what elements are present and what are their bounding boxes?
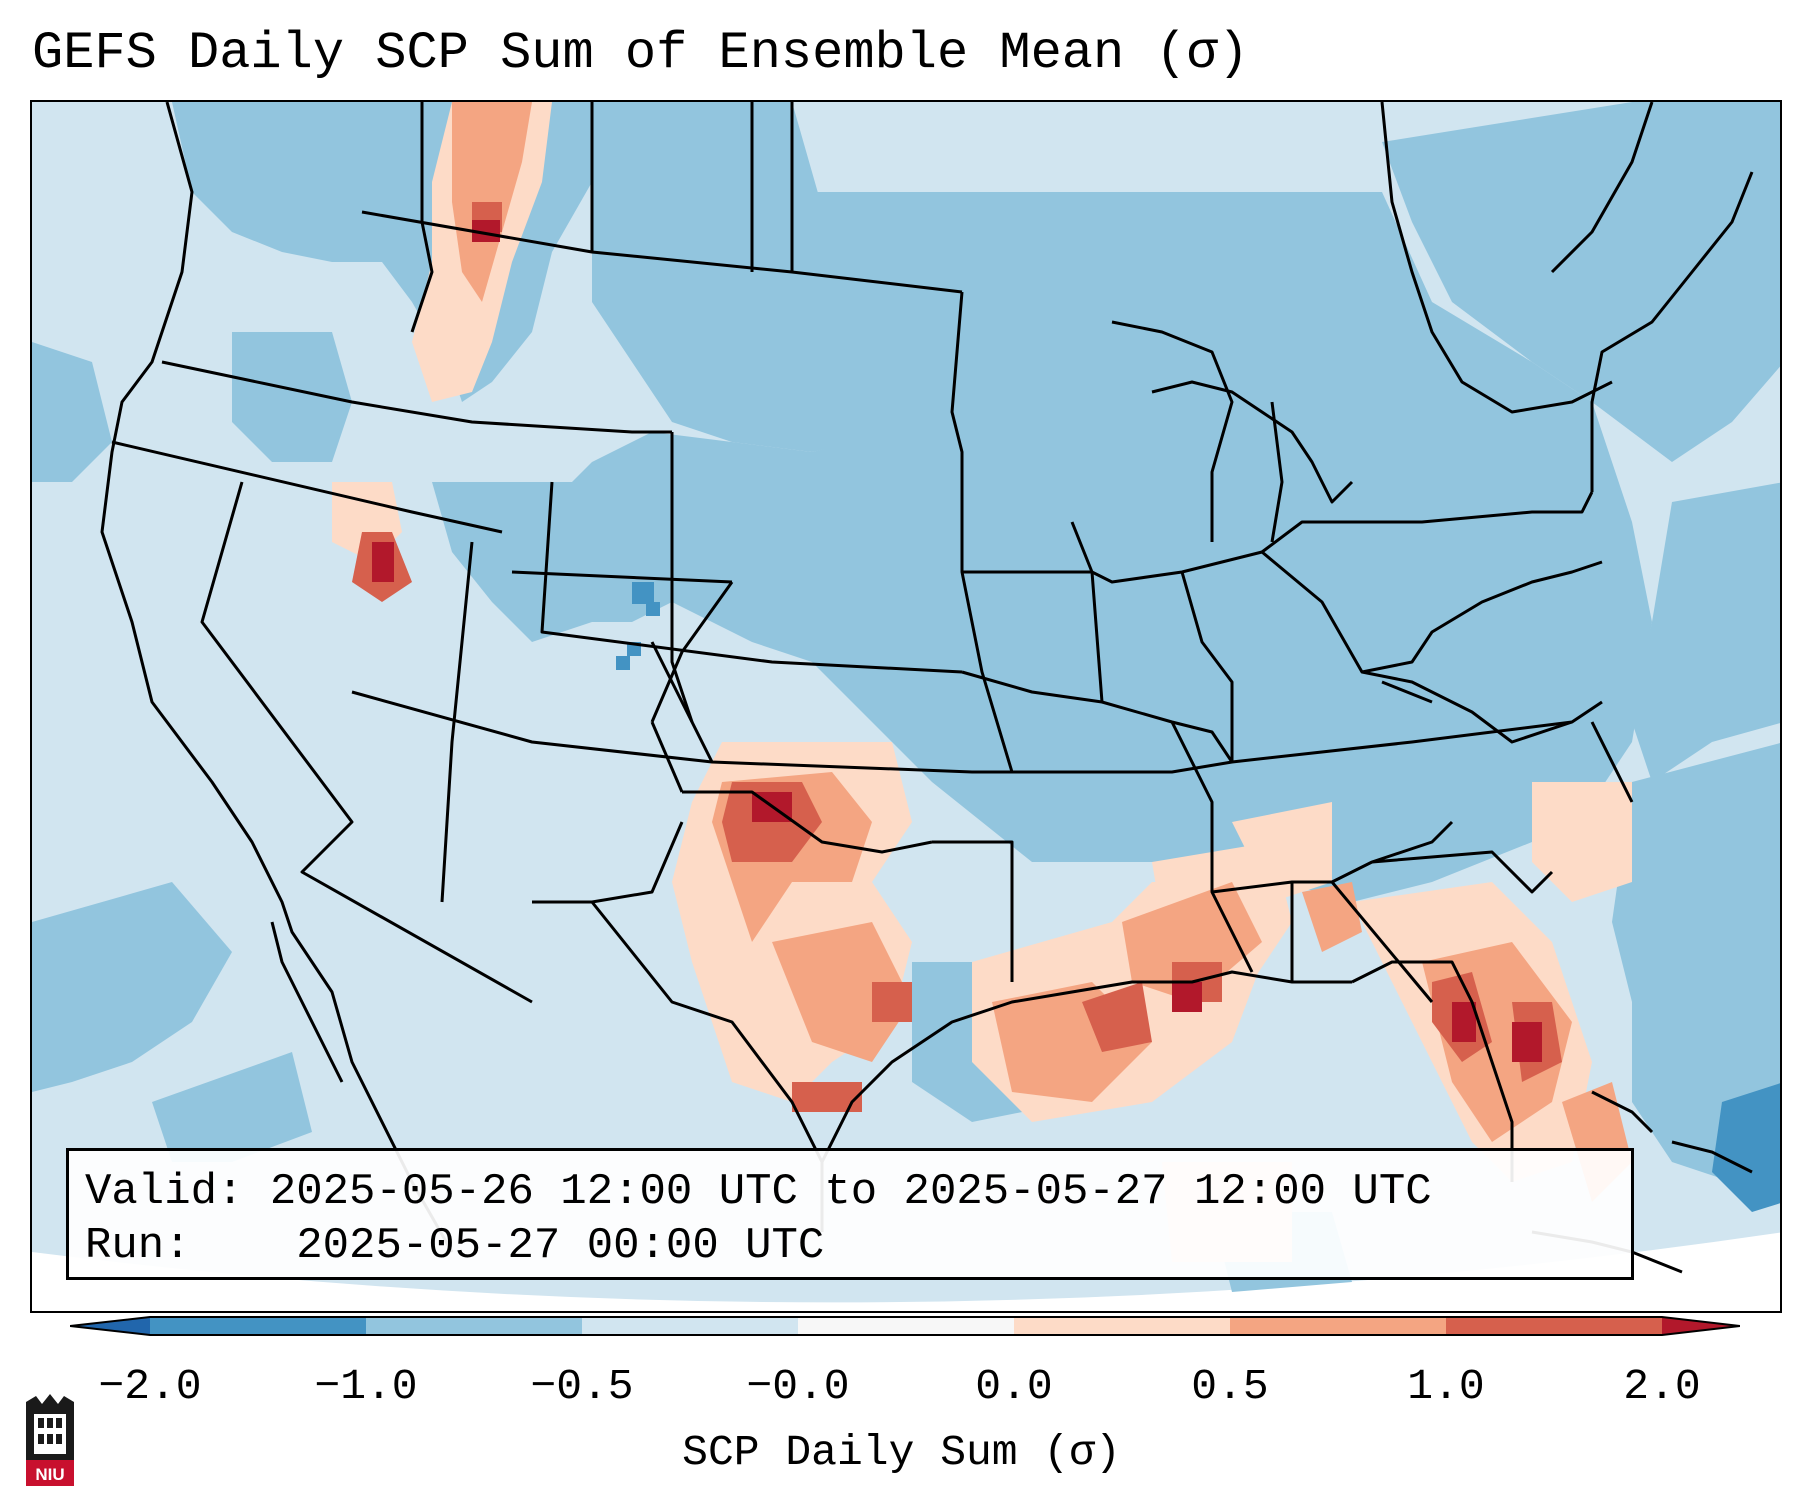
colorbar-segment [1446,1317,1662,1335]
colorbar-under-arrow [70,1317,150,1335]
niu-logo-text: NIU [35,1465,64,1484]
colorbar-tick: −0.5 [530,1362,634,1411]
colorbar-tick: −0.0 [746,1362,850,1411]
colorbar-tick: −1.0 [314,1362,418,1411]
map-canvas [32,102,1780,1311]
run-time: 2025-05-27 00:00 UTC [296,1221,825,1271]
colorbar-segment [366,1317,582,1335]
colorbar-tick: 0.5 [1191,1362,1269,1411]
niu-logo: NIU [26,1394,74,1486]
map-panel [30,100,1782,1313]
colorbar-segment [1230,1317,1446,1335]
colorbar-segment [150,1317,366,1335]
colorbar-outline [70,1316,1740,1336]
colorbar-tick: 1.0 [1407,1362,1485,1411]
colorbar-label: SCP Daily Sum (σ) [682,1428,1121,1477]
colorbar-segment [798,1317,1014,1335]
colorbar-segment [1014,1317,1230,1335]
run-label: Run: [85,1221,191,1271]
colorbar-tick: 2.0 [1623,1362,1701,1411]
map-boundaries [100,102,1754,1253]
colorbar-tick: 0.0 [975,1362,1053,1411]
strong-negative-regions [616,582,1780,1212]
colorbar [70,1316,1740,1336]
valid-label: Valid: [85,1167,244,1217]
chart-title: GEFS Daily SCP Sum of Ensemble Mean (σ) [32,24,1249,83]
colorbar-over-arrow [1662,1317,1740,1335]
valid-time-range: 2025-05-26 12:00 UTC to 2025-05-27 12:00… [269,1167,1432,1217]
colorbar-tick: −2.0 [98,1362,202,1411]
projection-edge [32,1232,1780,1311]
valid-run-info-box: Valid: 2025-05-26 12:00 UTC to 2025-05-2… [66,1148,1634,1280]
colorbar-segment [582,1317,798,1335]
